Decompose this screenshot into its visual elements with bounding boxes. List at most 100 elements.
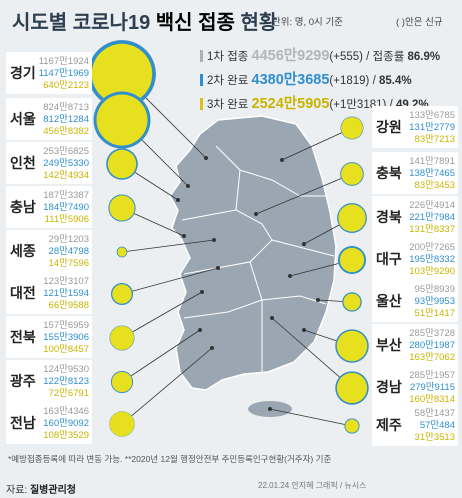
dose2-value: 121만1594 — [43, 288, 89, 299]
dose1-value: 226만4914 — [409, 200, 455, 211]
dose2-value: 93만9953 — [415, 296, 455, 307]
dose3-value: 51만1417 — [415, 308, 455, 319]
leader-line — [271, 317, 353, 389]
bubble-15 — [335, 371, 369, 405]
dose3-bubble — [112, 284, 132, 304]
jeonbuk-border — [183, 261, 263, 301]
dose3-bubble — [111, 371, 133, 393]
dose3-value: 142만4934 — [43, 170, 89, 181]
dose3-value: 456만8382 — [43, 126, 89, 137]
dose2-value: 221만7984 — [409, 212, 455, 223]
region-label-box — [6, 142, 92, 184]
unit-label: 단위: 명, 0시 기준 — [272, 17, 343, 28]
region-label-box — [372, 152, 458, 194]
dose3-bubble — [341, 117, 363, 139]
region-name: 부산 — [376, 337, 402, 353]
region-label-box — [372, 324, 458, 366]
dose3-bubble — [336, 330, 368, 362]
leader-dot — [182, 234, 186, 238]
region-name: 서울 — [10, 111, 36, 127]
dose3-value: 83만3453 — [415, 180, 455, 191]
region-label-box — [6, 230, 92, 272]
dose2-value: 279만9115 — [410, 382, 455, 393]
dose1-value: 285만1957 — [409, 370, 455, 381]
dose2-value: 57만484 — [420, 420, 455, 431]
bubble-7 — [110, 370, 134, 394]
leader-dot — [200, 290, 204, 294]
region-name: 전남 — [10, 415, 36, 431]
dose2-value: 160만9092 — [43, 418, 89, 429]
leader-line — [255, 173, 353, 215]
bubble-1 — [93, 91, 151, 149]
region-name: 경남 — [376, 379, 402, 395]
dose3-bubble — [339, 247, 365, 273]
dose3-value: 160만8314 — [409, 394, 455, 405]
dose3-bubble — [341, 163, 363, 185]
dose3-bubble — [109, 195, 135, 221]
region-name: 대전 — [10, 285, 36, 301]
region-label-box — [6, 272, 92, 314]
leader-dot — [316, 298, 320, 302]
dose2-value: 184만7490 — [43, 202, 89, 213]
dose2-value: 1147만1969 — [39, 68, 89, 79]
region-name: 전북 — [10, 329, 36, 345]
bubble-10 — [340, 162, 364, 186]
bubble-6 — [109, 325, 135, 351]
bubble-9 — [340, 116, 364, 140]
region-name: 강원 — [376, 119, 402, 135]
dose1-value: 133만6785 — [409, 110, 455, 121]
bubble-16 — [344, 418, 360, 434]
dose2-value: 155만3906 — [43, 332, 89, 343]
dose3-bubble — [107, 149, 137, 179]
dose2-value: 138만7465 — [409, 168, 455, 179]
korea-map — [169, 115, 337, 417]
bubble-13 — [342, 292, 362, 312]
region-label-box — [6, 360, 92, 402]
region-name: 대구 — [376, 251, 402, 267]
leader-dot — [216, 266, 220, 270]
bubble-14 — [335, 329, 369, 363]
leader-line — [121, 347, 213, 425]
dose1-value: 163만4346 — [43, 406, 89, 417]
dose3-value: 14만7596 — [49, 258, 89, 269]
dose1-value: 58만1437 — [415, 408, 455, 419]
credit-line: 22.01.24 안지혜 그래픽 / 뉴시스 — [258, 481, 367, 490]
dose3-bubble — [343, 293, 361, 311]
region-label-box — [6, 98, 92, 140]
dose3-value: 103만9290 — [409, 266, 455, 277]
leader-dot — [288, 274, 292, 278]
leader-dot — [176, 198, 180, 202]
leader-line — [121, 267, 219, 295]
dose3-value: 163만7062 — [409, 352, 455, 363]
dose3-bubble — [109, 411, 135, 437]
bubble-0 — [88, 40, 156, 108]
dose2-value: 280만1987 — [409, 340, 455, 351]
dose2-value: 195만8332 — [409, 254, 455, 265]
bubbles — [88, 40, 369, 437]
region-label-box — [372, 238, 458, 280]
dose1-value: 124만9530 — [43, 364, 89, 375]
dose1-value: 141만7891 — [409, 156, 455, 167]
dose2-value: 812만1284 — [43, 114, 89, 125]
jeonnam-border — [183, 299, 263, 372]
region-name: 충남 — [10, 199, 36, 215]
dose1-value: 1167만1924 — [39, 56, 89, 67]
dose2-value: 249만5330 — [43, 158, 89, 169]
summary-dose1: 1차 접종 4456만9299(+555) / 접종률 86.9% — [200, 44, 440, 65]
dose1-bar-icon — [200, 50, 203, 62]
bubble-8 — [109, 411, 135, 437]
region-label-box — [6, 186, 92, 228]
